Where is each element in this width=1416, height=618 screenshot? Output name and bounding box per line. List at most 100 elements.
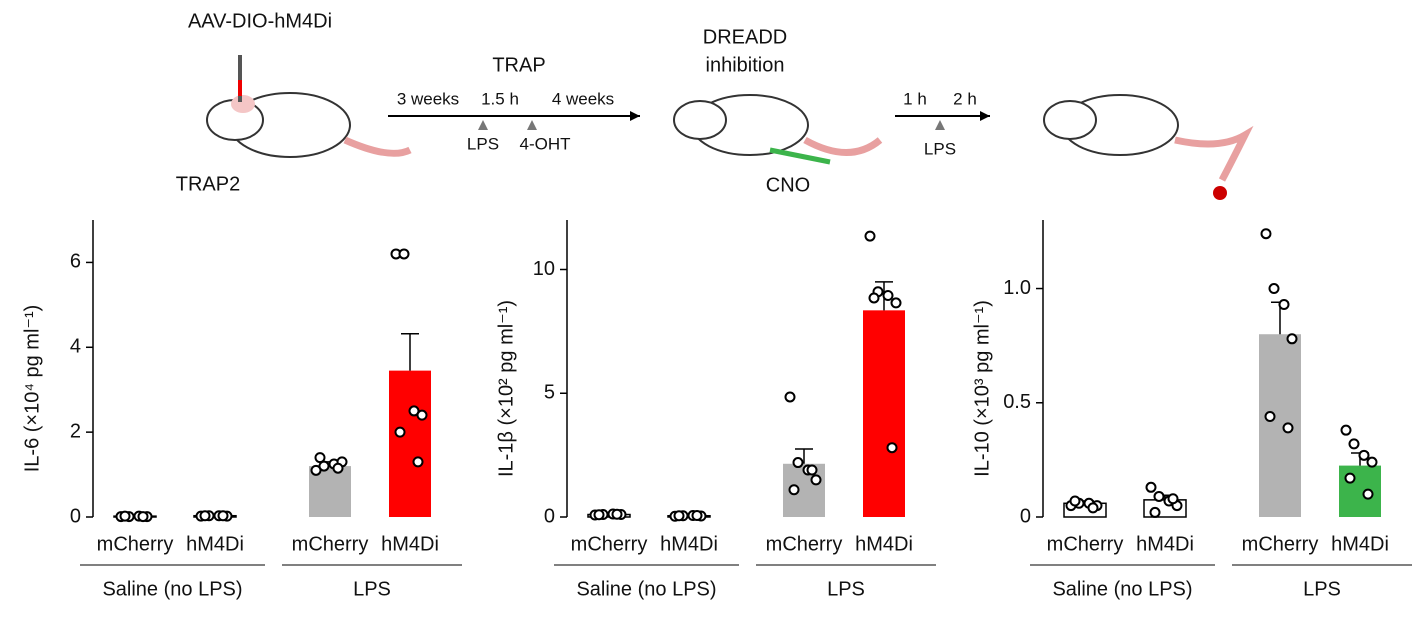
data-point <box>1366 456 1378 468</box>
data-point <box>1145 481 1157 493</box>
label: 1 h <box>903 89 927 108</box>
y-tick-label: 0 <box>1020 505 1031 527</box>
data-point <box>1069 495 1081 507</box>
ear <box>231 95 255 113</box>
event-marker <box>478 120 537 130</box>
event-marker <box>935 120 945 130</box>
x-tick-label: mCherry <box>292 533 369 555</box>
data-point <box>314 452 326 464</box>
data-point <box>1358 449 1370 461</box>
y-tick-label: 6 <box>70 251 81 273</box>
data-point <box>1340 424 1352 436</box>
data-point <box>1286 333 1298 345</box>
data-point <box>792 457 804 469</box>
label: inhibition <box>706 54 785 76</box>
data-point <box>332 462 344 474</box>
data-point <box>394 426 406 438</box>
data-point <box>310 464 322 476</box>
data-point <box>806 464 818 476</box>
bar <box>1259 334 1301 517</box>
schematic <box>206 55 1254 200</box>
group-label: LPS <box>827 578 865 600</box>
x-tick-label: hM4Di <box>855 533 913 555</box>
data-point <box>1348 438 1360 450</box>
x-tick-label: mCherry <box>1242 533 1319 555</box>
data-point <box>408 405 420 417</box>
y-tick-label: 2 <box>70 420 81 442</box>
x-tick-label: mCherry <box>1047 533 1124 555</box>
error-bar <box>795 448 813 464</box>
group-label: Saline (no LPS) <box>576 578 716 600</box>
y-tick-label: 4 <box>70 336 81 358</box>
data-point <box>1278 299 1290 311</box>
bar <box>389 370 431 517</box>
data-point <box>1260 228 1272 240</box>
data-point <box>119 510 131 522</box>
data-point <box>788 484 800 496</box>
group-label: LPS <box>1303 578 1341 600</box>
data-point <box>868 292 880 304</box>
data-point <box>810 474 822 486</box>
label: 2 h <box>953 89 977 108</box>
x-tick-label: hM4Di <box>1136 533 1194 555</box>
bar <box>863 310 905 517</box>
tail <box>1174 125 1254 182</box>
data-point <box>137 511 149 523</box>
bar <box>1339 465 1381 517</box>
x-tick-label: hM4Di <box>381 533 439 555</box>
y-tick-label: 1.0 <box>1003 277 1031 299</box>
mouse-head <box>1043 100 1097 140</box>
label: TRAP <box>492 54 545 76</box>
x-tick-label: hM4Di <box>1331 533 1389 555</box>
y-tick-label: 0.5 <box>1003 391 1031 413</box>
data-point <box>416 409 428 421</box>
y-tick-label: 5 <box>544 382 555 404</box>
data-point <box>398 248 410 260</box>
tail <box>803 136 883 156</box>
y-axis-label: IL-10 (×10³ pg ml⁻¹) <box>971 300 993 477</box>
data-point <box>886 442 898 454</box>
label: DREADD <box>703 26 787 48</box>
data-point <box>318 460 330 472</box>
data-point <box>1344 472 1356 484</box>
data-point <box>1268 283 1280 295</box>
label: CNO <box>766 174 810 196</box>
data-point <box>864 230 876 242</box>
mouse-head <box>673 100 727 140</box>
error-bar <box>401 332 419 371</box>
data-point <box>1362 488 1374 500</box>
label: LPS <box>467 134 499 153</box>
x-tick-label: mCherry <box>571 533 648 555</box>
data-point <box>412 456 424 468</box>
x-tick-label: hM4Di <box>660 533 718 555</box>
y-tick-label: 10 <box>533 258 555 280</box>
data-point <box>784 391 796 403</box>
arrow-head <box>980 111 990 121</box>
data-point <box>1149 506 1161 518</box>
data-point <box>593 509 605 521</box>
label: 1.5 h <box>481 89 519 108</box>
label: TRAP2 <box>176 173 240 195</box>
label: LPS <box>924 139 956 158</box>
group-label: Saline (no LPS) <box>102 578 242 600</box>
data-point <box>217 510 229 522</box>
y-axis-label: IL-1β (×10² pg ml⁻¹) <box>495 300 517 477</box>
tail <box>343 136 412 157</box>
x-tick-label: hM4Di <box>186 533 244 555</box>
group-label: Saline (no LPS) <box>1052 578 1192 600</box>
data-point <box>1264 410 1276 422</box>
data-point <box>1167 493 1179 505</box>
label: 4-OHT <box>520 134 571 153</box>
y-tick-label: 0 <box>70 505 81 527</box>
data-point <box>1282 422 1294 434</box>
y-tick-label: 0 <box>544 505 555 527</box>
group-label: LPS <box>353 578 391 600</box>
data-point <box>611 508 623 520</box>
data-point <box>691 510 703 522</box>
arrow-head <box>630 111 640 121</box>
label: 3 weeks <box>397 89 459 108</box>
y-axis-label: IL-6 (×10⁴ pg ml⁻¹) <box>21 305 43 473</box>
data-point <box>1153 490 1165 502</box>
data-point <box>673 510 685 522</box>
